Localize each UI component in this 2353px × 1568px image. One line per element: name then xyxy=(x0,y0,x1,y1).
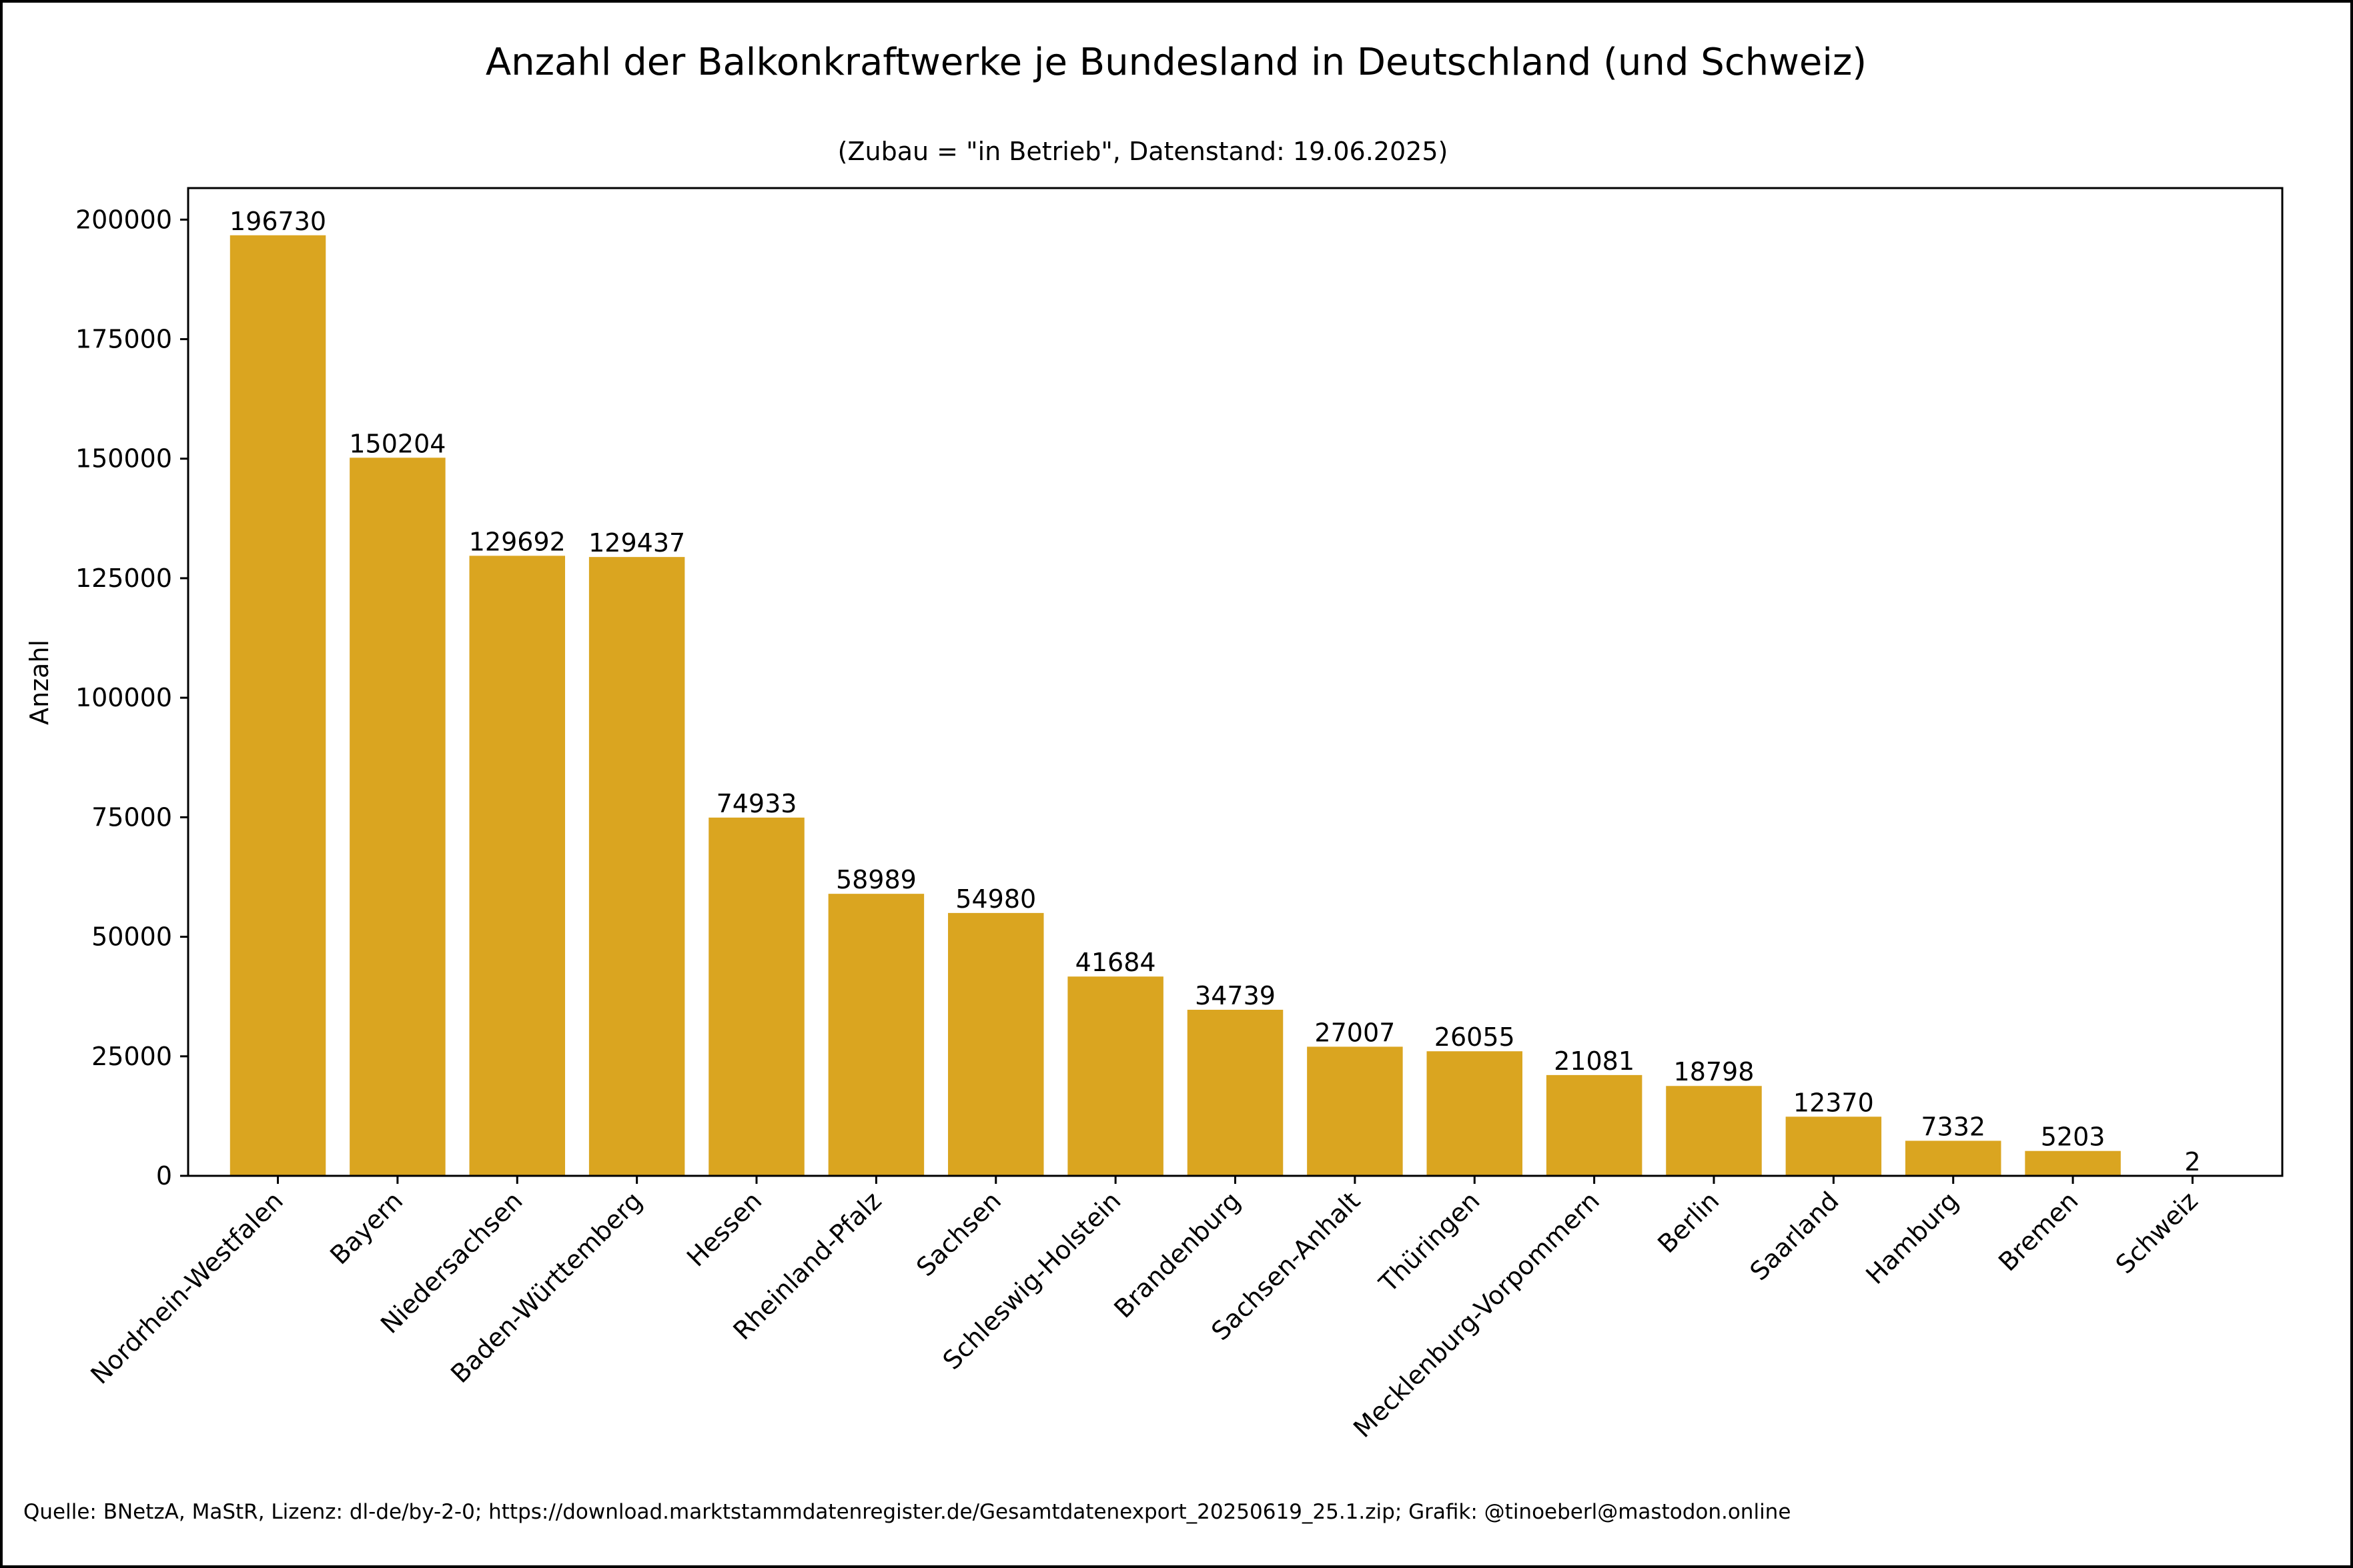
bar xyxy=(709,817,805,1176)
bar-value-label: 41684 xyxy=(1075,948,1156,977)
y-tick-label: 100000 xyxy=(75,683,172,712)
bar-value-label: 21081 xyxy=(1554,1046,1634,1076)
bar-value-label: 196730 xyxy=(229,207,326,236)
bar-value-label: 2 xyxy=(2184,1147,2200,1177)
bar-value-labels: 196730 150204 129692 129437 74933 58989 54980 4… xyxy=(229,207,2201,1177)
bar-value-label: 58989 xyxy=(836,865,917,894)
bar-value-label: 27007 xyxy=(1314,1018,1395,1047)
x-axis: Nordrhein-Westfalen BayernNiedersachsenBa… xyxy=(85,1176,2204,1443)
x-tick-label: Thüringen xyxy=(1373,1186,1485,1298)
bar xyxy=(1546,1074,1642,1176)
x-tick-label: Schweiz xyxy=(2110,1186,2204,1279)
source-note: Quelle: BNetzA, MaStR, Lizenz: dl-de/by-… xyxy=(23,1500,1791,1524)
bar xyxy=(1905,1140,2001,1176)
y-tick-label: 175000 xyxy=(75,325,172,354)
bar xyxy=(1307,1046,1403,1176)
bar-value-label: 54980 xyxy=(955,884,1036,914)
y-tick-label: 125000 xyxy=(75,564,172,593)
x-tick-label: Bayern xyxy=(324,1186,408,1270)
y-axis: 0 25000 50000 75000 100000 125000 150000 175000… xyxy=(75,205,188,1191)
y-tick-label: 0 xyxy=(156,1161,172,1191)
bar xyxy=(469,556,566,1176)
bar xyxy=(828,894,925,1176)
bar-value-label: 150204 xyxy=(349,429,446,458)
bar xyxy=(1067,976,1163,1176)
bar xyxy=(229,235,326,1177)
bar-value-label: 129692 xyxy=(469,527,566,556)
x-tick-label: Nordrhein-Westfalen xyxy=(85,1186,289,1390)
bar xyxy=(2025,1150,2121,1176)
y-axis-label: Anzahl xyxy=(25,640,54,725)
chart-subtitle: (Zubau = "in Betrieb", Datenstand: 19.06… xyxy=(838,137,1448,166)
y-tick-label: 25000 xyxy=(91,1042,172,1071)
y-tick-label: 150000 xyxy=(75,444,172,474)
bar-value-label: 7332 xyxy=(1921,1112,1985,1141)
bars xyxy=(229,235,2241,1177)
bar-value-label: 34739 xyxy=(1195,981,1276,1010)
x-tick-label: Berlin xyxy=(1652,1186,1725,1259)
bar xyxy=(1187,1009,1284,1176)
bar xyxy=(350,458,446,1176)
bar-value-label: 74933 xyxy=(717,789,797,818)
x-tick-label: Saarland xyxy=(1745,1186,1845,1286)
bar-value-label: 18798 xyxy=(1674,1057,1755,1086)
bar xyxy=(588,557,685,1176)
plot-area-border xyxy=(187,187,2284,1177)
bar xyxy=(948,912,1044,1176)
x-tick-label: Sachsen xyxy=(911,1186,1007,1282)
x-tick-label: Mecklenburg-Vorpommern xyxy=(1348,1186,1605,1443)
bar-value-label: 129437 xyxy=(588,528,685,558)
chart-title: Anzahl der Balkonkraftwerke je Bundeslan… xyxy=(486,41,1867,84)
bar-value-label: 5203 xyxy=(2041,1122,2105,1152)
x-tick-label: Brandenburg xyxy=(1108,1186,1246,1323)
bar-value-label: 26055 xyxy=(1434,1022,1515,1052)
y-tick-label: 50000 xyxy=(91,922,172,952)
bar xyxy=(1785,1116,1882,1176)
x-tick-label: Hessen xyxy=(681,1186,767,1272)
x-tick-label: Bremen xyxy=(1993,1186,2083,1277)
y-tick-label: 75000 xyxy=(91,802,172,832)
x-tick-label: Hamburg xyxy=(1860,1186,1964,1290)
bar-value-label: 12370 xyxy=(1793,1088,1874,1117)
bar xyxy=(1666,1086,1762,1176)
y-tick-label: 200000 xyxy=(75,205,172,234)
x-tick-label: Baden-Württemberg xyxy=(445,1186,648,1389)
bar xyxy=(1426,1051,1522,1176)
